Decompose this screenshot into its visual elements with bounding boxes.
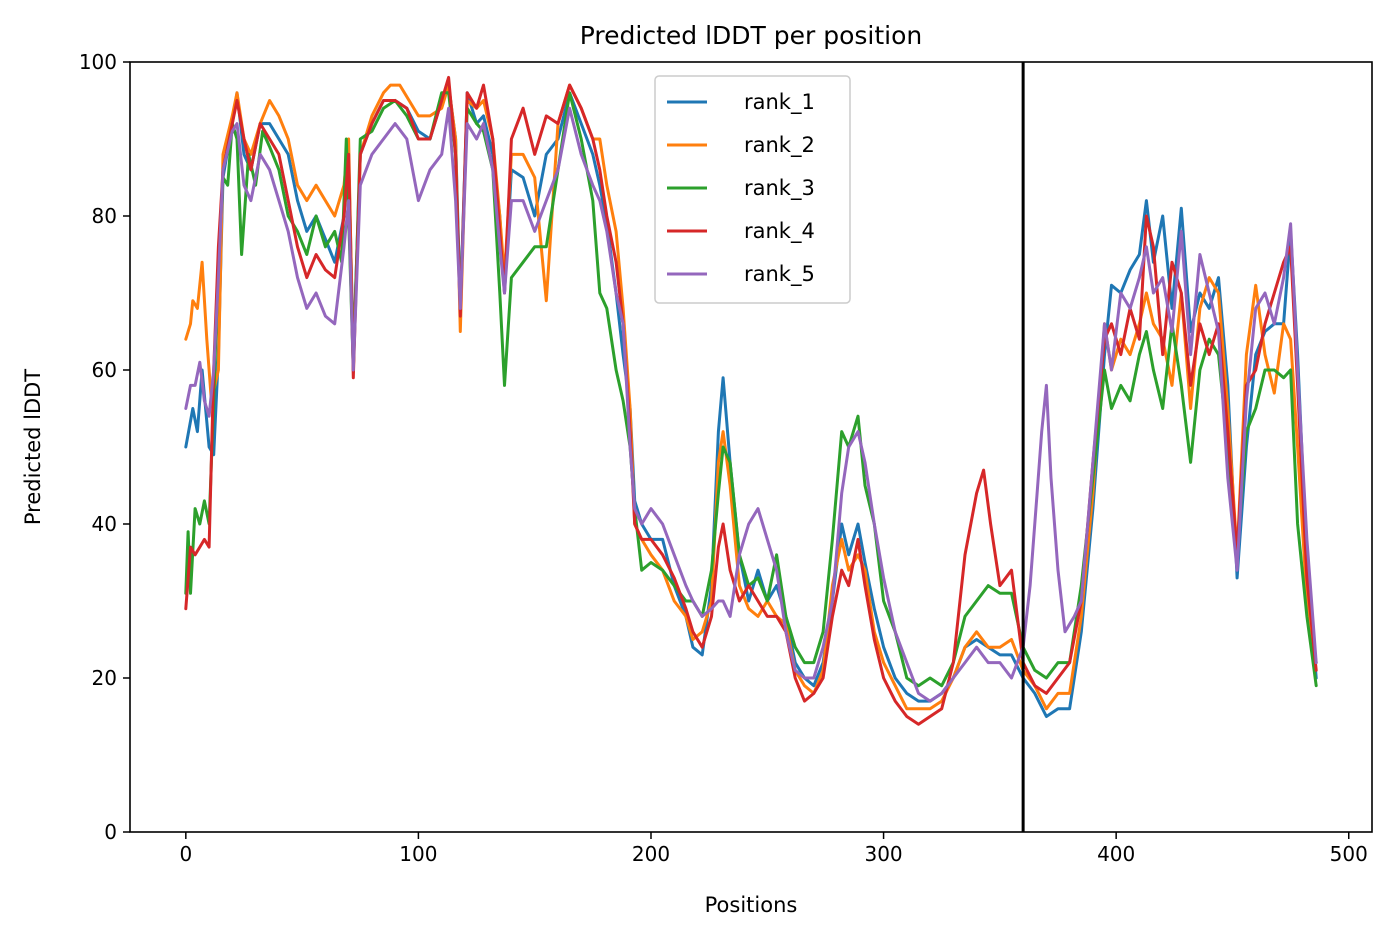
legend-label-rank-2: rank_2: [744, 133, 815, 158]
x-tick-label: 400: [1097, 842, 1135, 866]
y-tick-label: 40: [92, 512, 117, 536]
legend-label-rank-5: rank_5: [744, 262, 815, 287]
legend-box: [654, 75, 851, 304]
series-layer: [184, 75, 1318, 726]
x-axis: 0 100 200 300 400 500: [179, 832, 1368, 866]
x-tick-label: 500: [1330, 842, 1368, 866]
y-tick-label: 0: [104, 820, 117, 844]
x-tick-label: 100: [399, 842, 437, 866]
legend: rank_1 rank_2 rank_3 rank_4 rank_5: [654, 75, 851, 304]
x-tick-label: 200: [632, 842, 670, 866]
legend-label-rank-4: rank_4: [744, 219, 815, 244]
legend-label-rank-3: rank_3: [744, 176, 815, 201]
y-tick-label: 80: [92, 204, 117, 228]
y-axis: 0 20 40 60 80 100: [79, 50, 130, 844]
y-tick-label: 60: [92, 358, 117, 382]
series-line-rank-5: [184, 106, 1318, 703]
y-tick-label: 20: [92, 666, 117, 690]
x-tick-label: 0: [179, 842, 192, 866]
chart-title: Predicted lDDT per position: [580, 21, 922, 50]
legend-label-rank-1: rank_1: [744, 90, 815, 115]
plot-frame: [129, 61, 1373, 833]
series-line-rank-2: [184, 83, 1318, 711]
series-line-rank-4: [184, 75, 1318, 726]
x-axis-label: Positions: [705, 893, 798, 917]
x-tick-label: 300: [864, 842, 902, 866]
y-tick-label: 100: [79, 50, 117, 74]
y-axis-label: Predicted lDDT: [21, 369, 45, 525]
